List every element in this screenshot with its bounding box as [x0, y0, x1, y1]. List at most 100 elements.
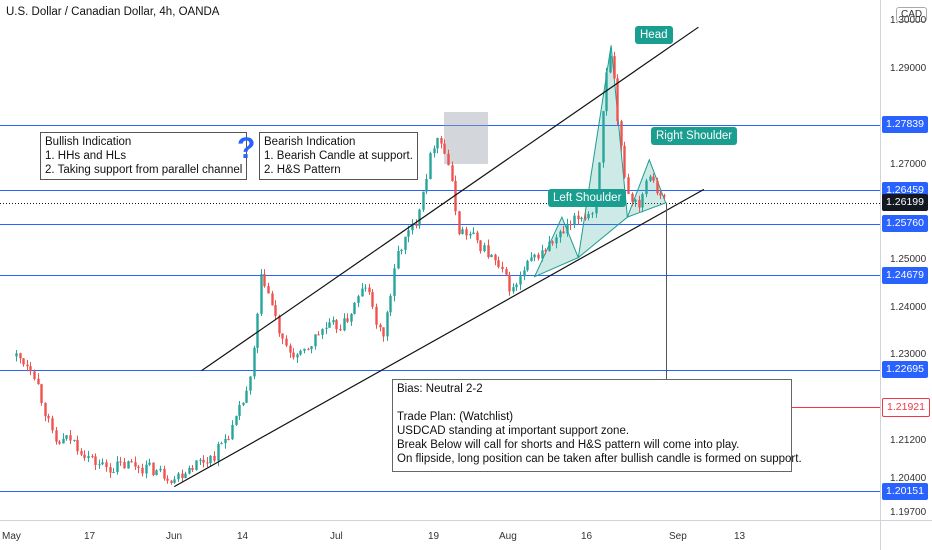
candle-body-180	[663, 195, 666, 197]
candle-body-135	[501, 266, 504, 269]
candle-body-119	[443, 143, 446, 154]
y-tick-label: 1.23000	[890, 349, 927, 360]
candle-body-113	[422, 191, 425, 210]
candle-body-147	[544, 250, 547, 252]
candle-body-7	[40, 384, 43, 403]
candle-body-175	[645, 180, 648, 195]
candle-body-124	[461, 229, 464, 234]
candle-body-134	[497, 260, 500, 267]
candle-body-172	[634, 199, 637, 202]
candle-body-92	[346, 318, 349, 322]
candle-body-128	[476, 232, 479, 241]
candle-body-167	[616, 78, 619, 122]
bearish-indication-note[interactable]: Bearish Indication 1. Bearish Candle at …	[259, 132, 418, 180]
candle-body-137	[508, 274, 511, 292]
candle-body-150	[555, 237, 558, 244]
x-tick-label: May	[2, 531, 21, 542]
candle-body-31	[127, 461, 130, 469]
candle-body-46	[181, 473, 184, 478]
candle-body-109	[407, 230, 410, 237]
candle-body-38	[152, 462, 155, 476]
head-label[interactable]: Head	[635, 26, 673, 44]
candle-body-35	[141, 467, 144, 474]
candle-body-76	[289, 345, 292, 353]
candle-body-158	[584, 217, 587, 219]
candle-body-59	[227, 438, 230, 440]
candle-body-122	[454, 181, 457, 212]
candle-body-157	[580, 217, 583, 220]
candle-body-33	[134, 462, 137, 467]
candle-body-140	[519, 276, 522, 285]
x-tick-label: Sep	[669, 531, 687, 542]
candle-body-71	[271, 293, 274, 306]
candle-body-162	[598, 162, 601, 201]
candle-body-153	[566, 224, 569, 234]
candle-body-160	[591, 213, 594, 215]
candle-body-127	[472, 232, 475, 234]
candle-body-48	[188, 468, 191, 474]
candle-body-129	[479, 240, 482, 252]
candle-body-161	[595, 200, 598, 214]
candle-body-78	[296, 354, 299, 358]
candle-body-115	[429, 153, 432, 179]
candle-body-94	[353, 302, 356, 314]
candle-body-111	[415, 224, 418, 226]
candle-body-79	[299, 350, 302, 355]
candle-body-18	[80, 451, 83, 455]
candle-body-168	[620, 121, 623, 146]
plan-line-2: Break Below will call for shorts and H&S…	[397, 439, 740, 451]
candle-body-125	[465, 229, 468, 236]
candle-body-67	[256, 313, 259, 348]
bullish-indication-note[interactable]: Bullish Indication 1. HHs and HLs 2. Tak…	[40, 132, 248, 180]
y-tick-label: 1.25000	[890, 254, 927, 265]
x-tick-label: 13	[734, 531, 746, 542]
candle-body-139	[515, 284, 518, 288]
currency-badge[interactable]: CAD	[896, 7, 928, 22]
candle-body-156	[577, 215, 580, 220]
candle-body-170	[627, 177, 630, 194]
candle-body-165	[609, 56, 612, 73]
candle-body-0	[15, 353, 18, 357]
x-tick-label: Aug	[499, 531, 517, 542]
candle-body-103	[386, 312, 389, 337]
candle-body-88	[332, 320, 335, 323]
candle-body-34	[137, 466, 140, 468]
candle-body-141	[523, 270, 526, 277]
candle-body-37	[148, 462, 151, 465]
bias-text: Bias: Neutral 2-2	[397, 383, 483, 395]
candle-body-173	[638, 199, 641, 208]
parallel-channel	[173, 26, 705, 488]
candle-body-11	[55, 430, 58, 442]
candle-body-100	[375, 306, 378, 325]
price-level-label: 1.24679	[882, 267, 928, 284]
trade-plan-note[interactable]: Bias: Neutral 2-2 Trade Plan: (Watchlist…	[392, 379, 802, 472]
y-tick-label: 1.27000	[890, 159, 927, 170]
channel-lower-line	[173, 188, 705, 488]
candle-body-117	[436, 138, 439, 149]
candle-body-5	[33, 371, 36, 379]
right-shoulder-label[interactable]: Right Shoulder	[651, 127, 738, 145]
x-tick-label: 17	[84, 531, 96, 542]
y-tick-label: 1.19700	[890, 507, 927, 518]
candle-body-68	[260, 274, 263, 314]
x-tick-label: Jun	[166, 531, 183, 542]
candle-body-12	[58, 441, 61, 444]
candle-body-74	[281, 333, 284, 339]
candle-body-29	[119, 461, 122, 463]
candle-body-171	[631, 193, 634, 202]
candle-body-65	[249, 376, 252, 391]
candle-body-42	[166, 478, 169, 481]
price-level-label: 1.20151	[882, 483, 928, 500]
candle-body-98	[368, 287, 371, 293]
candle-body-3	[26, 364, 29, 367]
price-level-label: 1.25760	[882, 215, 928, 232]
candle-body-145	[537, 254, 540, 259]
candle-body-121	[451, 165, 454, 181]
candle-body-91	[343, 318, 346, 331]
candle-body-60	[231, 425, 234, 440]
candle-body-177	[652, 176, 655, 181]
candle-body-86	[325, 327, 328, 329]
candle-body-101	[379, 324, 382, 328]
candle-body-25	[105, 462, 108, 468]
left-shoulder-label[interactable]: Left Shoulder	[548, 189, 627, 207]
